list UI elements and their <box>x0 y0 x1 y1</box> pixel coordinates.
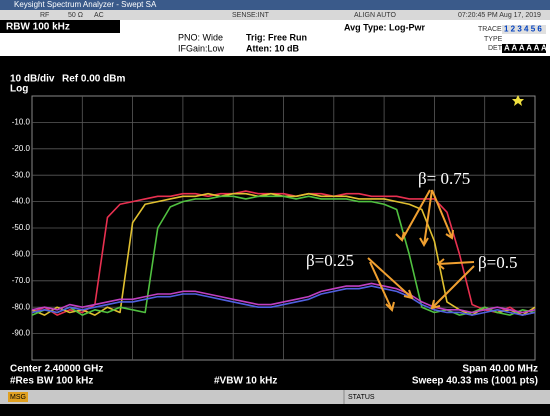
annotation: β=0.25 <box>306 251 354 270</box>
status-item: 50 Ω <box>68 12 83 19</box>
trace <box>31 190 536 316</box>
status-item: ALIGN AUTO <box>354 12 396 19</box>
trace-box <box>502 25 546 34</box>
y-tick-label: -20.0 <box>12 144 31 153</box>
msg-box <box>8 392 28 402</box>
message-bar <box>0 390 550 404</box>
y-tick-label: -90.0 <box>12 329 31 338</box>
center-freq: Center 2.40000 GHz <box>10 364 103 375</box>
trace <box>31 285 536 316</box>
trace <box>31 195 536 316</box>
arrow <box>436 258 475 270</box>
status-item: SENSE:INT <box>232 12 270 19</box>
status-item: 07:20:45 PM Aug 17, 2019 <box>458 12 541 19</box>
status-item: RF <box>40 12 49 19</box>
log-label: Log <box>10 84 28 95</box>
ifgain: IFGain:Low <box>178 43 225 53</box>
type-label: TYPE <box>484 36 503 43</box>
y-tick-label: -30.0 <box>12 170 31 179</box>
trig: Trig: Free Run <box>246 32 307 42</box>
status-row <box>0 10 550 20</box>
y-tick-label: -60.0 <box>12 250 31 259</box>
rbw: RBW 100 kHz <box>6 22 70 33</box>
det-box <box>502 44 546 53</box>
y-tick-label: -40.0 <box>12 197 31 206</box>
det-label: DET <box>488 45 503 52</box>
y-tick-label: -50.0 <box>12 223 31 232</box>
vbw: #VBW 10 kHz <box>214 376 277 387</box>
msg: MSG <box>10 394 26 401</box>
rbw-box <box>0 20 120 33</box>
y-tick-label: -10.0 <box>12 118 31 127</box>
arrow <box>431 189 454 240</box>
arrow <box>367 257 414 300</box>
y-tick-label: -80.0 <box>12 302 31 311</box>
arrow <box>419 189 433 248</box>
title-text: Keysight Spectrum Analyzer - Swept SA <box>14 0 157 9</box>
sweep: Sweep 40.33 ms (1001 pts) <box>412 376 538 387</box>
arrow <box>430 265 475 310</box>
trace-numbers: 1 2 3 4 5 6 <box>504 25 542 34</box>
arrow <box>395 189 431 242</box>
status: STATUS <box>348 394 375 401</box>
title-bar <box>0 0 550 10</box>
ref-level: Ref 0.00 dBm <box>62 74 125 85</box>
plot-area <box>31 95 536 361</box>
trace-label: TRACE <box>478 26 502 33</box>
atten: Atten: 10 dB <box>246 43 300 53</box>
status-item: AC <box>94 12 104 19</box>
pno: PNO: Wide <box>178 32 223 42</box>
annotation: β= 0.75 <box>418 169 470 188</box>
det-values: A A A A A A <box>504 44 547 53</box>
res-bw: #Res BW 100 kHz <box>10 376 93 387</box>
trace <box>31 282 536 314</box>
scale: 10 dB/div <box>10 74 55 85</box>
span: Span 40.00 MHz <box>462 364 538 375</box>
annotation: β=0.5 <box>478 253 518 272</box>
marker-star <box>512 95 524 106</box>
y-tick-label: -70.0 <box>12 276 31 285</box>
avg-type: Avg Type: Log-Pwr <box>344 22 425 32</box>
arrow <box>369 261 395 312</box>
